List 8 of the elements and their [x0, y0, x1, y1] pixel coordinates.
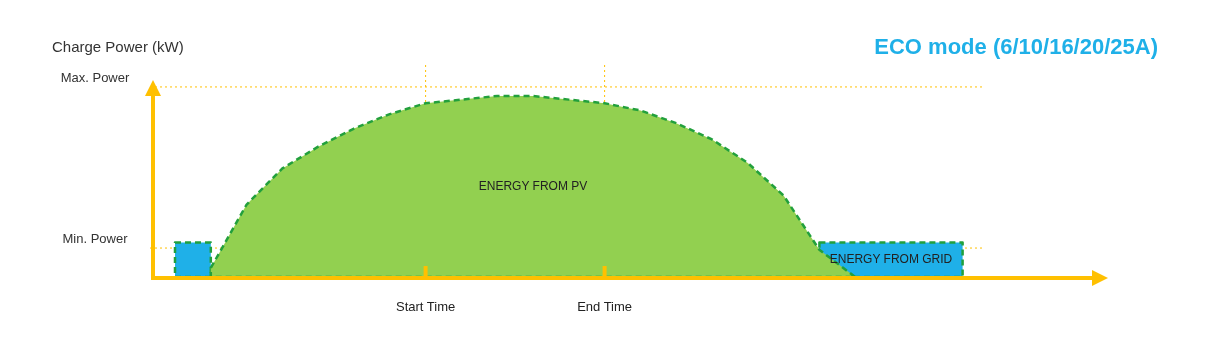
ref-line-label: Max. Power: [60, 69, 130, 85]
y-axis-title: Charge Power (kW): [52, 38, 184, 55]
x-tick-label: End Time: [577, 299, 633, 314]
series-label: ENERGY FROM PV: [478, 178, 588, 193]
x-tick-label: Start Time: [395, 299, 456, 314]
series-label: ENERGY FROM GRID: [829, 251, 953, 266]
chart-title: ECO mode (6/10/16/20/25A): [874, 34, 1158, 59]
ref-line-label: Min. Power: [62, 231, 129, 247]
